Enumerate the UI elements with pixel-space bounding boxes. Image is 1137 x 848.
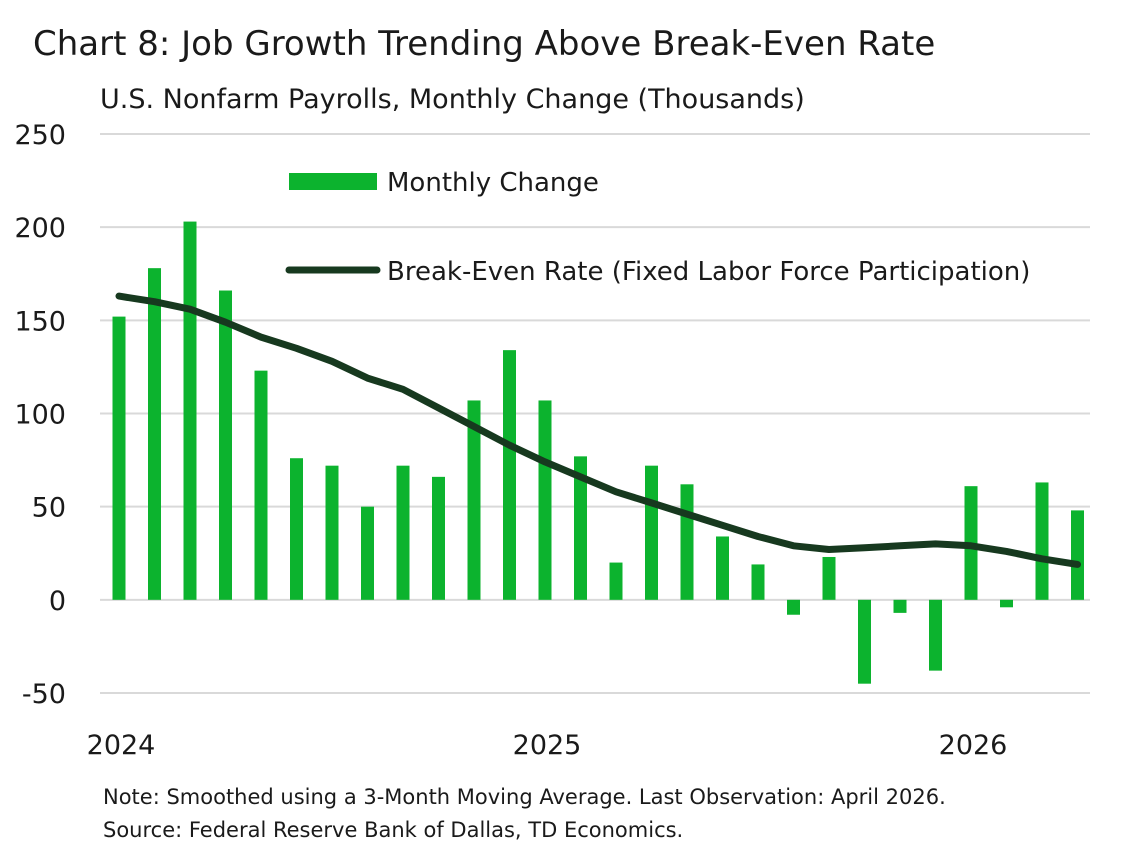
payrolls-chart: -50 0 50 100 150 200 250 2024 2025 2026 Monthly … xyxy=(14,120,1090,761)
y-tick-label: 150 xyxy=(14,306,66,337)
y-tick-label: 50 xyxy=(32,493,66,524)
bar-monthly-change xyxy=(538,400,552,600)
bar-monthly-change xyxy=(1000,599,1013,608)
bar-monthly-change xyxy=(858,599,871,684)
bar-monthly-change xyxy=(929,599,942,671)
y-tick-label: 0 xyxy=(49,586,66,617)
bar-series xyxy=(112,221,1084,684)
chart-title: Chart 8: Job Growth Trending Above Break… xyxy=(33,24,936,64)
bar-monthly-change xyxy=(325,465,339,600)
legend-bar-label: Monthly Change xyxy=(387,168,599,198)
legend-bar-swatch xyxy=(289,173,377,190)
bar-monthly-change xyxy=(822,556,836,600)
bar-monthly-change xyxy=(574,456,587,600)
bar-monthly-change xyxy=(503,350,516,600)
bar-monthly-change xyxy=(645,465,658,600)
legend: Monthly Change Break-Even Rate (Fixed La… xyxy=(285,168,1030,287)
legend-line-label: Break-Even Rate (Fixed Labor Force Parti… xyxy=(387,257,1030,287)
bar-monthly-change xyxy=(1035,482,1049,600)
y-tick-label: -50 xyxy=(22,679,66,710)
grid-lines xyxy=(100,133,1090,694)
bar-monthly-change xyxy=(183,221,197,600)
y-tick-label: 250 xyxy=(14,120,66,151)
bar-monthly-change xyxy=(361,506,374,600)
note-text: Note: Smoothed using a 3-Month Moving Av… xyxy=(103,785,946,809)
bar-monthly-change xyxy=(148,268,161,600)
bar-monthly-change xyxy=(716,536,729,600)
x-axis-ticks: 2024 2025 2026 xyxy=(87,730,1008,761)
source-text: Source: Federal Reserve Bank of Dallas, … xyxy=(103,818,684,842)
y-tick-label: 200 xyxy=(14,213,66,244)
bar-monthly-change xyxy=(432,476,445,600)
bar-monthly-change xyxy=(467,400,481,600)
footnotes: Note: Smoothed using a 3-Month Moving Av… xyxy=(103,781,946,847)
y-tick-label: 100 xyxy=(14,400,66,431)
bar-monthly-change xyxy=(893,599,907,613)
break-even-line xyxy=(115,292,1081,568)
bar-monthly-change xyxy=(787,599,800,615)
y-axis-ticks: -50 0 50 100 150 200 250 xyxy=(14,120,66,710)
bar-monthly-change xyxy=(751,564,765,600)
bar-monthly-change xyxy=(254,370,268,600)
bar-monthly-change xyxy=(219,290,232,600)
x-tick-label: 2025 xyxy=(513,730,582,761)
bar-monthly-change xyxy=(112,316,126,600)
line-series xyxy=(115,292,1081,568)
bar-monthly-change xyxy=(680,484,694,600)
bar-monthly-change xyxy=(290,458,303,600)
chart-subtitle: U.S. Nonfarm Payrolls, Monthly Change (T… xyxy=(100,84,805,115)
x-tick-label: 2024 xyxy=(87,730,156,761)
bar-monthly-change xyxy=(609,562,623,600)
bar-monthly-change xyxy=(1071,510,1084,600)
bar-monthly-change xyxy=(396,465,410,600)
x-tick-label: 2026 xyxy=(939,730,1008,761)
